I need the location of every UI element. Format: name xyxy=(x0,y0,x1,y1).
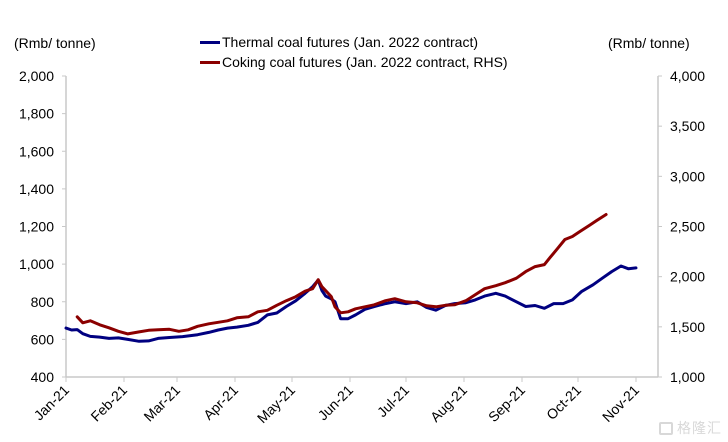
axes xyxy=(65,76,659,378)
watermark-text: 格隆汇 xyxy=(677,420,722,436)
ticks-layer: 400 600 800 1,000 1,200 1,400 1,600 1,800 2,000 1… xyxy=(19,68,705,426)
left-y-tick-label: 1,600 xyxy=(19,143,54,159)
left-y-tick-label: 1,400 xyxy=(19,181,54,197)
watermark-logo-icon xyxy=(659,421,673,435)
x-tick-label: Mar-21 xyxy=(140,382,183,425)
right-y-tick-label: 4,000 xyxy=(670,68,705,84)
left-y-tick-label: 1,200 xyxy=(19,219,54,235)
legend: Thermal coal futures (Jan. 2022 contract… xyxy=(200,32,508,72)
left-y-tick-label: 400 xyxy=(31,369,55,385)
x-tick-label: Nov-21 xyxy=(599,382,642,425)
x-tick-label: Feb-21 xyxy=(87,382,130,425)
right-y-tick-label: 3,000 xyxy=(670,168,705,184)
right-y-tick-label: 3,500 xyxy=(670,118,705,134)
right-y-tick-label: 2,500 xyxy=(670,219,705,235)
legend-swatch-thermal xyxy=(200,40,220,44)
x-tick-label: Jun-21 xyxy=(315,382,357,424)
left-axis-unit-label: (Rmb/ tonne) xyxy=(14,35,96,51)
left-y-tick-label: 2,000 xyxy=(19,68,54,84)
x-tick-label: Oct-21 xyxy=(543,382,584,423)
x-tick-label: Jul-21 xyxy=(374,382,412,420)
right-y-tick-label: 1,000 xyxy=(670,369,705,385)
x-tick-label: Sep-21 xyxy=(485,382,528,425)
legend-label-coking: Coking coal futures (Jan. 2022 contract,… xyxy=(222,54,508,70)
x-tick-label: May-21 xyxy=(254,382,298,426)
legend-label-thermal: Thermal coal futures (Jan. 2022 contract… xyxy=(222,34,479,50)
right-y-tick-label: 2,000 xyxy=(670,269,705,285)
series-layer xyxy=(64,213,638,343)
legend-item-thermal: Thermal coal futures (Jan. 2022 contract… xyxy=(200,32,508,52)
left-y-tick-label: 1,000 xyxy=(19,256,54,272)
legend-item-coking: Coking coal futures (Jan. 2022 contract,… xyxy=(200,52,508,72)
left-y-tick-label: 1,800 xyxy=(19,106,54,122)
right-y-tick-label: 1,500 xyxy=(670,319,705,335)
x-tick-label: Apr-21 xyxy=(200,382,241,423)
x-tick-label: Aug-21 xyxy=(427,382,470,425)
x-tick-label: Jan-21 xyxy=(31,382,73,424)
left-y-tick-label: 600 xyxy=(31,331,55,347)
left-y-tick-label: 800 xyxy=(31,294,55,310)
right-axis-unit-label: (Rmb/ tonne) xyxy=(608,35,690,51)
legend-swatch-coking xyxy=(200,60,220,64)
series-line-coking-coal xyxy=(75,213,608,336)
watermark: 格隆汇 xyxy=(659,418,722,438)
